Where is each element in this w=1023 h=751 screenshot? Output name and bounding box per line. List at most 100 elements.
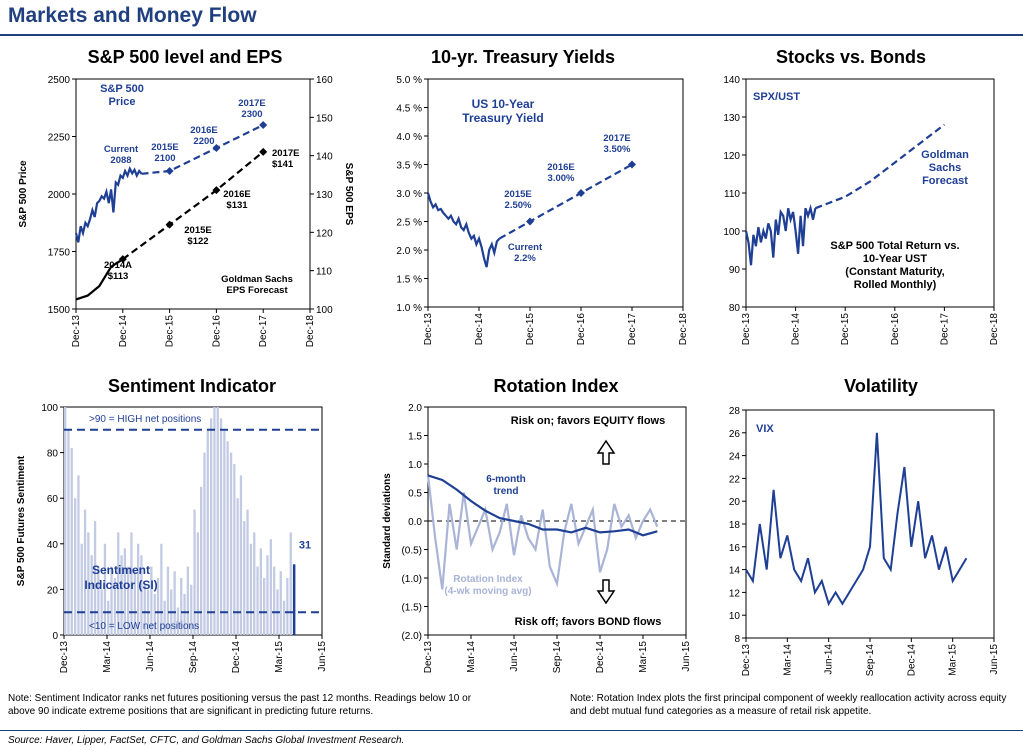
sentiment-chart-ytick-label: 20: [47, 585, 59, 596]
header-divider: [0, 34, 1023, 36]
page-title: Markets and Money Flow: [8, 4, 257, 27]
sp500-chart-y2tick-label-line: 150: [316, 113, 333, 124]
stocks-bonds-chart-xtick-label-line: Dec-14: [791, 313, 802, 346]
sentiment-chart-bar: [183, 594, 186, 635]
rotation-chart-xtick-label-line: Dec-13: [423, 641, 434, 674]
stocks-bonds-chart-annotation: SPX/UST: [753, 91, 800, 103]
rotation-chart-ytick-label: 1.0: [408, 460, 422, 471]
sp500-chart-y2tick-label-line: 140: [316, 152, 333, 163]
rotation-chart-xtick-label-line: Dec-14: [595, 641, 606, 674]
sentiment-chart-bar: [226, 441, 229, 635]
sentiment-chart-bar: [83, 509, 87, 635]
sentiment-chart-bar: [289, 532, 292, 635]
stocks-bonds-chart-annotation-line: Rolled Monthly): [854, 279, 937, 291]
sp500-chart-y2label-line: S&P 500 EPS: [343, 163, 354, 226]
sp500-chart-y2tick-label-line: 120: [316, 228, 333, 239]
volatility-chart-ytick-label-line: 10: [729, 611, 741, 622]
sentiment-chart-bar: [137, 543, 140, 635]
sp500-chart-y2tick-label-line: 160: [316, 75, 333, 86]
sentiment-chart-bar: [269, 539, 272, 635]
sp500-chart-annotation: S&P 500 Price: [100, 83, 144, 108]
stocks-bonds-chart-ytick-label: 120: [723, 151, 740, 162]
sentiment-chart-xtick-label-line: Dec-14: [231, 641, 242, 674]
stocks-bonds-chart-ytick-label: 80: [729, 303, 741, 314]
treasury-chart-ytick-label: 1.0 %: [396, 303, 422, 314]
stocks-bonds-chart-ytick-label: 110: [724, 189, 740, 200]
treasury-chart-ytick-label: 2.5 %: [396, 218, 422, 229]
treasury-chart-ytick-label-line: 2.0 %: [396, 246, 422, 257]
sentiment-chart-bar: [113, 578, 117, 635]
rotation-chart-title: Rotation Index: [494, 376, 619, 396]
volatility-chart-ytick-label: 18: [729, 520, 741, 531]
sentiment-chart-xtick-label: Jun-15: [317, 641, 328, 672]
rotation-chart-xtick-label-line: Jun-15: [681, 641, 692, 672]
stocks-bonds-chart-title: Stocks vs. Bonds: [776, 47, 926, 67]
risk-on-arrow-icon: [596, 439, 616, 465]
treasury-chart-annotation-line: US 10-Year: [472, 97, 535, 111]
rotation-chart-ytick-label-line: 1.0: [408, 460, 422, 471]
sp500-chart-annotation: 2015E 2100: [151, 142, 178, 164]
volatility-chart-title-line: Volatility: [844, 376, 918, 396]
sentiment-chart-bar: [206, 429, 209, 635]
sp500-chart-annotation-line: 2014A: [104, 260, 132, 271]
volatility-chart-ytick-label-line: 22: [729, 474, 741, 485]
rotation-chart-annotation-line: Risk off; favors BOND flows: [515, 616, 662, 628]
volatility-chart-xtick-label: Mar-14: [782, 644, 793, 676]
footer-divider: [0, 730, 1023, 731]
rotation-chart-ytick-label: 0.0: [408, 517, 422, 528]
treasury-chart-annotation-line: 2.50%: [505, 200, 532, 211]
rotation-note: Note: Rotation Index plots the first pri…: [570, 693, 1007, 717]
rotation-chart-xtick-label-line: Mar-14: [466, 641, 477, 673]
rotation-chart-ytick-label: 0.5: [408, 489, 422, 500]
sp500-chart-ytick-label-line: 2500: [48, 75, 71, 86]
sp500-chart-xtick-label: Dec-13: [71, 315, 82, 348]
sentiment-chart-ytick-label-line: 100: [41, 403, 58, 414]
sp500-chart-ytick-label-line: 1750: [48, 248, 71, 259]
treasury-chart-xtick-label-line: Dec-16: [576, 313, 587, 346]
stocks-bonds-chart-annotation-line: Sachs: [929, 162, 961, 174]
volatility-chart-ytick-label: 22: [729, 474, 741, 485]
sp500-chart-annotation-line: $131: [226, 200, 248, 211]
sp500-chart-point-marker: [212, 186, 221, 195]
sentiment-chart-ytick-label: 40: [47, 540, 59, 551]
sentiment-chart-bar: [186, 566, 189, 635]
sentiment-chart-threshold-label: <10 = LOW net positions: [89, 621, 199, 632]
rotation-chart-ytick-label-line: (1.5): [401, 603, 422, 614]
treasury-chart-ytick-label: 4.5 %: [396, 104, 422, 115]
stocks-bonds-chart-ytick-label: 130: [723, 113, 740, 124]
sentiment-chart-ylabel: S&P 500 Futures Sentiment: [16, 455, 27, 586]
volatility-chart-ytick-label: 14: [729, 566, 741, 577]
treasury-chart-xtick-label: Dec-15: [525, 313, 536, 346]
rotation-chart-xtick-label: Sep-14: [552, 641, 563, 674]
sentiment-chart-ytick-label: 100: [41, 403, 58, 414]
volatility-chart-ytick-label: 12: [729, 588, 741, 599]
volatility-chart-title: Volatility: [844, 376, 918, 396]
sp500-chart-xtick-label: Dec-14: [118, 315, 129, 348]
sentiment-chart-bar: [93, 521, 97, 635]
sentiment-chart-xtick-label-line: Jun-15: [317, 641, 328, 672]
sp500-chart-y2tick-label: 120: [316, 228, 333, 239]
volatility-chart-ytick-label-line: 20: [729, 497, 741, 508]
rotation-chart-ytick-label: 2.0: [408, 403, 422, 414]
sp500-chart-annotation-line: S&P 500: [100, 83, 144, 95]
sp500-chart-annotation-line: 2015E: [151, 142, 178, 153]
sp500-chart-annotation-line: $113: [108, 271, 129, 282]
treasury-chart-ytick-label: 1.5 %: [396, 275, 422, 286]
sp500-chart-annotation: 2017E 2300: [238, 98, 265, 120]
volatility-chart-ytick-label: 24: [729, 452, 741, 463]
rotation-chart-annotation-line: trend: [494, 486, 519, 497]
rotation-chart-annotation-line: Risk on; favors EQUITY flows: [511, 415, 665, 427]
rotation-chart-ytick-label: (1.0): [401, 574, 422, 585]
sentiment-chart-xtick-label-line: Sep-14: [188, 641, 199, 674]
rotation-chart-title-line: Rotation Index: [494, 376, 619, 396]
sentiment-chart-bar: [133, 571, 136, 635]
sp500-chart-annotation: 2015E $122: [184, 225, 211, 247]
sentiment-chart-bar: [90, 555, 93, 635]
rotation-chart-xtick-label: Dec-13: [423, 641, 434, 674]
sp500-chart-series-line: [122, 150, 264, 261]
stocks-bonds-chart-annotation: Goldman Sachs Forecast: [921, 149, 969, 187]
stocks-bonds-chart-ytick-label: 100: [723, 227, 740, 238]
sentiment-chart-bar: [259, 548, 262, 635]
treasury-chart-annotation-line: 2015E: [504, 189, 531, 200]
sentiment-chart-title: Sentiment Indicator: [108, 376, 276, 396]
